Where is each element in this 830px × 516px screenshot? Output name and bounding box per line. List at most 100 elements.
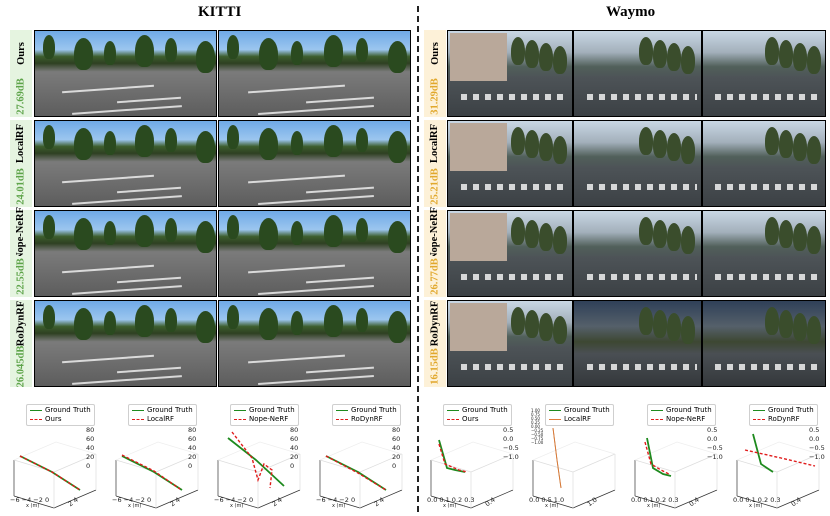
z-tick-label: 80: [188, 426, 197, 434]
legend-swatch-prediction: [132, 419, 144, 420]
x-tick-labels: −6 −4 −2 0: [112, 496, 152, 504]
predicted-trajectory: [438, 443, 468, 473]
z-tick-label: 60: [392, 435, 401, 443]
x-tick-labels: 0.0 0.1 0.2 0.3: [631, 496, 679, 504]
legend-swatch-prediction: [234, 419, 246, 420]
axis-line-2: [634, 495, 676, 509]
z-tick-label: 0.50: [531, 416, 540, 421]
legend-label-prediction: Ours: [45, 415, 62, 423]
z-tick-label: 40: [188, 444, 197, 452]
kitti-rodynrf-frame-1: [34, 300, 217, 387]
z-tick-label: 0.5: [809, 426, 820, 434]
kitti-row-nope-nerf-label: Nope-NeRF 22.55dB: [10, 206, 32, 297]
z-tick-label: −1.0: [503, 453, 519, 461]
predicted-trajectory: [19, 455, 81, 491]
z-tick-label: −0.75: [531, 436, 544, 441]
legend-label-prediction: Nope-NeRF: [666, 415, 706, 423]
z-tick-label: 40: [290, 444, 299, 452]
kitti-nope-nerf-frame-1: [34, 210, 217, 297]
z-tick-label: −1.0: [809, 453, 825, 461]
z-tick-label: 0: [188, 462, 193, 470]
kitti-row-rodynrf-label: RoDynRF 26.045dB: [10, 300, 32, 387]
predicted-trajectory: [644, 441, 670, 475]
trajectory-axes: [115, 441, 199, 509]
x-axis-label: x (m): [443, 503, 457, 509]
legend-swatch-ground-truth: [447, 410, 459, 411]
axis-line-5: [776, 453, 820, 473]
trajectory-axes: [736, 433, 820, 509]
axis-line-3: [470, 489, 514, 509]
legend-label-prediction: Ours: [462, 415, 479, 423]
waymo-nope-nerf-frame-1: [447, 210, 573, 297]
trajectory-axes: [319, 441, 403, 509]
z-tick-label: 0.0: [809, 435, 820, 443]
waymo-localrf-frame-2: [573, 120, 702, 207]
trajectory-axes: [13, 441, 97, 509]
axis-line-4: [532, 459, 574, 473]
predicted-trajectory: [552, 427, 562, 489]
legend-label-ground-truth: Ground Truth: [666, 406, 712, 414]
legend-label-ground-truth: Ground Truth: [564, 406, 610, 414]
waymo-row-rodynrf-label: RoDynRF 16.15dB: [424, 300, 446, 387]
trajectory-plot-6: Ground Truth LocalRF 1.00 0.75 0.50 0.25 0.00−…: [527, 398, 623, 510]
z-tick-label: 0.5: [503, 426, 514, 434]
plot-legend: Ground Truth RoDynRF: [749, 404, 818, 426]
ground-truth-trajectory: [227, 437, 285, 487]
legend-swatch-prediction: [447, 419, 459, 420]
legend-swatch-ground-truth: [30, 410, 42, 411]
kitti-title: KITTI: [198, 4, 242, 20]
legend-label-ground-truth: Ground Truth: [45, 406, 91, 414]
kitti-ours-frame-2: [218, 30, 411, 117]
trajectory-axes: [634, 437, 718, 509]
axis-line-2: [217, 495, 259, 509]
legend-label-ground-truth: Ground Truth: [768, 406, 814, 414]
waymo-ours-frame-3: [702, 30, 826, 117]
axis-line-5: [359, 453, 403, 473]
x-tick-labels: −6 −4 −2 0: [214, 496, 254, 504]
plot-legend: Ground Truth RoDynRF: [332, 404, 401, 426]
z-tick-label: 1.00: [531, 408, 540, 413]
axis-line-5: [155, 453, 199, 473]
waymo-row-ours-label: Ours 31.29dB: [424, 30, 446, 117]
x-axis-label: x (m): [545, 503, 559, 509]
axis-line-5: [53, 453, 97, 473]
legend-label-ground-truth: Ground Truth: [249, 406, 295, 414]
z-tick-label: 0.0: [503, 435, 514, 443]
waymo-row-localrf-label: LocalRF 25.21dB: [424, 120, 446, 207]
axis-line-3: [359, 489, 403, 509]
axis-line-5: [674, 453, 718, 473]
kitti-row-ours-label: Ours 27.69dB: [10, 30, 32, 117]
x-tick-labels: 0.0 0.1 0.2 0.3: [427, 496, 475, 504]
predicted-trajectory: [231, 431, 273, 489]
legend-label-prediction: Nope-NeRF: [249, 415, 289, 423]
axis-line-8: [217, 441, 301, 461]
z-tick-label: −0.5: [503, 444, 519, 452]
z-tick-label: −0.5: [809, 444, 825, 452]
axis-line-8: [319, 441, 403, 461]
legend-label-prediction: RoDynRF: [351, 415, 383, 423]
z-tick-label: 60: [290, 435, 299, 443]
z-tick-label: 20: [290, 453, 299, 461]
legend-swatch-ground-truth: [753, 410, 765, 411]
axis-line-8: [430, 441, 514, 461]
z-tick-label: 0.00: [531, 424, 540, 429]
plot-legend: Ground Truth LocalRF: [545, 404, 614, 426]
axis-line-3: [155, 489, 199, 509]
axis-line-3: [572, 489, 616, 509]
z-tick-label: −1.00: [531, 440, 544, 445]
legend-swatch-ground-truth: [549, 410, 561, 411]
legend-label-ground-truth: Ground Truth: [351, 406, 397, 414]
trajectory-plot-3: Ground Truth Nope-NeRF 80 60 40 20 0 −6 −4 −2 0…: [212, 398, 308, 510]
plot-legend: Ground Truth Nope-NeRF: [230, 404, 299, 426]
axis-line-8: [13, 441, 97, 461]
trajectory-axes: [217, 431, 301, 509]
axis-line-2: [13, 495, 55, 509]
legend-swatch-prediction: [336, 419, 348, 420]
axis-line-3: [257, 489, 301, 509]
axis-line-4: [217, 459, 259, 473]
trajectory-plot-8: Ground Truth RoDynRF 0.5 0.0 −0.5 −1.0 0.0 0.1…: [731, 398, 827, 510]
z-tick-label: −0.5: [707, 444, 723, 452]
legend-swatch-prediction: [753, 419, 765, 420]
